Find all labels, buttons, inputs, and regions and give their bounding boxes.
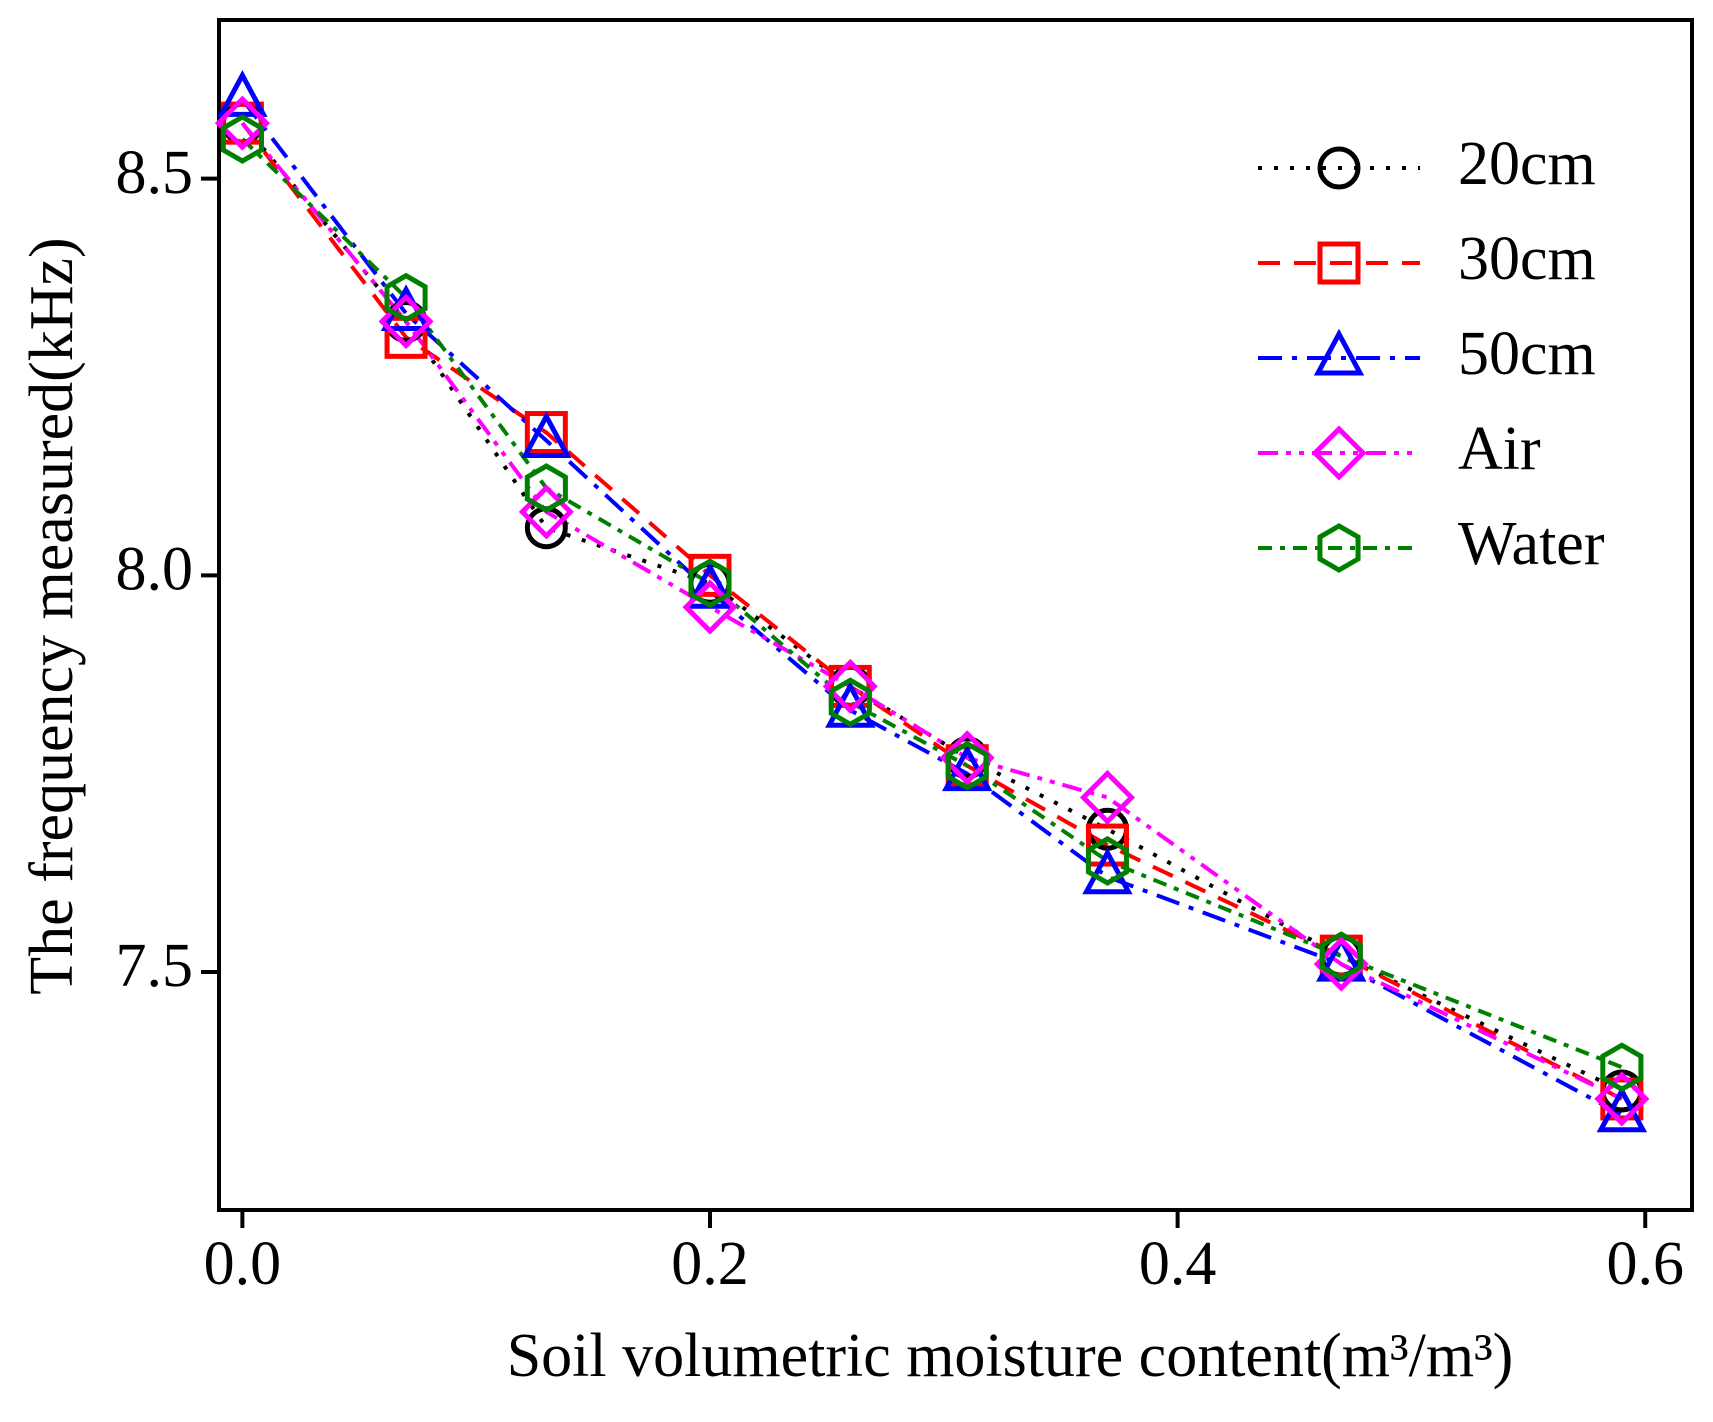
y-tick-label: 8.5 xyxy=(116,139,194,207)
marker xyxy=(384,272,428,323)
marker xyxy=(1079,769,1136,826)
marker xyxy=(220,101,264,145)
marker xyxy=(220,114,264,164)
marker xyxy=(682,579,738,635)
legend-label: 30cm xyxy=(1458,225,1596,293)
legend-marker xyxy=(1317,523,1361,573)
marker xyxy=(1085,836,1130,886)
marker xyxy=(521,411,572,458)
marker xyxy=(822,658,878,714)
series-line xyxy=(240,121,1623,1101)
legend-label: 20cm xyxy=(1458,130,1596,198)
legend-marker xyxy=(1317,241,1361,285)
legend-marker xyxy=(1311,425,1367,481)
marker xyxy=(1085,807,1129,851)
x-tick-label: 0.2 xyxy=(671,1230,749,1298)
series-line xyxy=(240,98,1623,1117)
x-tick-label: 0.6 xyxy=(1606,1230,1684,1298)
marker xyxy=(524,463,568,513)
marker xyxy=(518,484,574,540)
marker xyxy=(524,506,568,550)
marker xyxy=(828,677,872,728)
marker xyxy=(378,293,434,350)
legend-label: Water xyxy=(1458,510,1605,578)
y-tick-label: 7.5 xyxy=(116,932,194,1000)
legend-marker xyxy=(1313,328,1365,376)
marker xyxy=(828,664,872,708)
series-line xyxy=(240,121,1623,1093)
marker xyxy=(688,558,732,609)
marker xyxy=(214,95,270,151)
series-line xyxy=(240,137,1623,1070)
x-tick-label: 0.4 xyxy=(1139,1230,1217,1298)
y-axis-label: The frequency measured(kHz) xyxy=(18,237,86,994)
marker xyxy=(1313,936,1369,992)
marker xyxy=(1082,847,1133,895)
plot-frame xyxy=(217,18,1694,1212)
marker xyxy=(1085,823,1129,867)
marker xyxy=(1594,1071,1650,1127)
legend-label: Air xyxy=(1458,415,1541,483)
marker xyxy=(939,730,995,786)
x-axis-label: Soil volumetric moisture content(m³/m³) xyxy=(507,1322,1514,1390)
x-tick-label: 0.0 xyxy=(204,1230,282,1298)
marker xyxy=(1600,1042,1644,1093)
series-line xyxy=(240,121,1623,1101)
marker xyxy=(1319,931,1363,982)
y-tick-label: 8.0 xyxy=(116,536,194,604)
legend-marker xyxy=(1317,146,1361,190)
marker xyxy=(1600,1077,1644,1121)
legend-label: 50cm xyxy=(1458,320,1596,388)
marker xyxy=(945,740,989,791)
